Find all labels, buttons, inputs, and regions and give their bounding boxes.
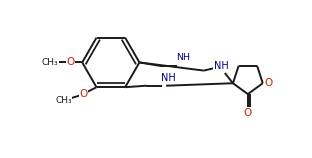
- Text: O: O: [66, 58, 74, 67]
- Text: NH: NH: [161, 73, 176, 83]
- Text: NH: NH: [213, 61, 228, 71]
- Text: CH₃: CH₃: [55, 96, 72, 105]
- Text: NH: NH: [176, 53, 190, 62]
- Text: CH₃: CH₃: [42, 58, 59, 67]
- Text: O: O: [265, 78, 273, 88]
- Text: O: O: [79, 89, 87, 99]
- Text: O: O: [244, 108, 252, 118]
